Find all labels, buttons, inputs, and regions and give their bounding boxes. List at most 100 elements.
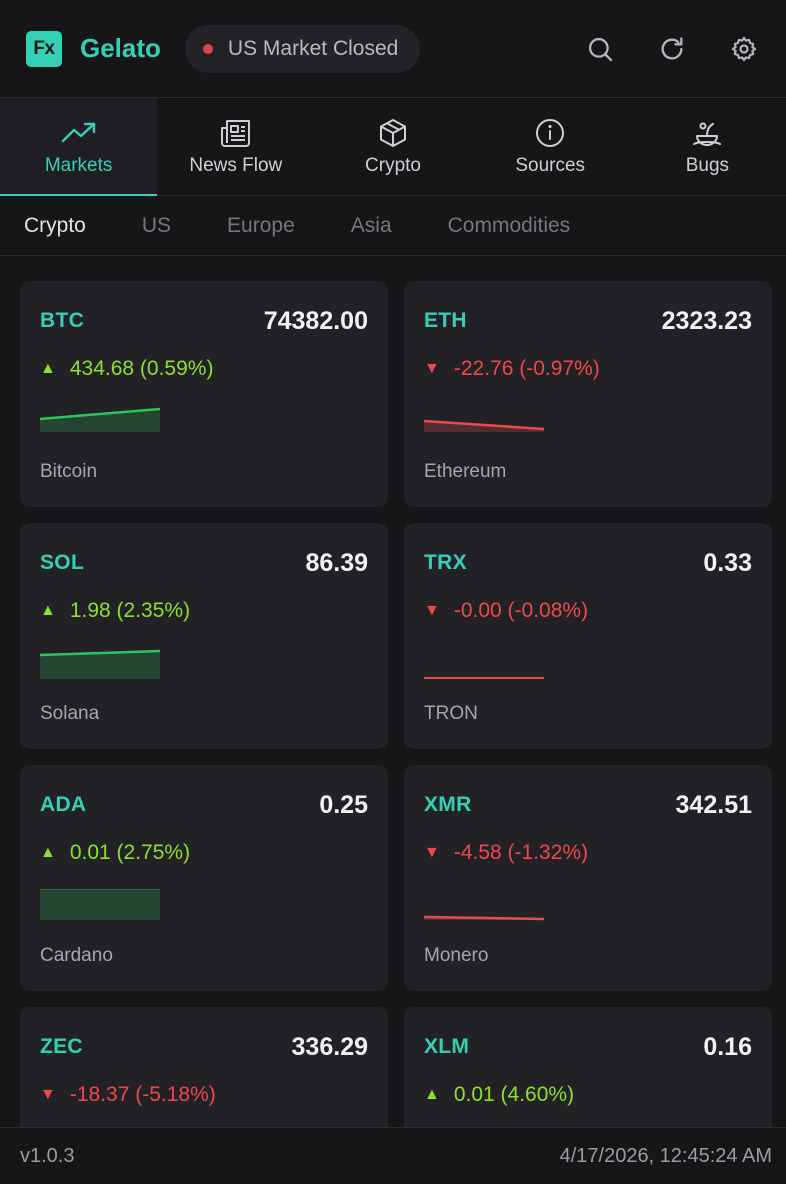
ticker-change: ▼ -22.76 (-0.97%) [424,357,600,381]
ticker-card-xlm[interactable]: XLM 0.16 ▲ 0.01 (4.60%) [404,1007,772,1127]
tab-crypto[interactable]: Crypto [314,98,471,195]
box-icon [380,118,406,147]
arrow-up-icon: ▲ [424,1086,440,1103]
subtab-crypto[interactable]: Crypto [24,213,86,237]
arrow-up-icon: ▲ [40,602,56,619]
refresh-icon [661,36,683,59]
ticker-change: ▼ -18.37 (-5.18%) [40,1083,216,1107]
ticker-name: Monero [424,945,489,966]
gear-icon [731,36,757,61]
tab-crypto-label: Crypto [365,154,421,176]
arrow-down-icon: ▼ [40,1086,56,1103]
sparkline-chart [40,407,160,432]
ticker-symbol: SOL [40,551,85,574]
ticker-symbol: ZEC [40,1035,83,1058]
tab-markets-label: Markets [44,154,113,176]
ticker-change-value: 1.98 (2.35%) [69,599,191,622]
market-status-badge: US Market Closed [184,24,421,73]
arrow-down-icon: ▼ [424,602,440,619]
ticker-change: ▲ 0.01 (2.75%) [40,841,190,865]
tab-markets[interactable]: Markets [0,98,158,196]
subtab-europe[interactable]: Europe [227,213,295,237]
ticker-change-value: -18.37 (-5.18%) [69,1083,216,1106]
sparkline-chart [40,649,160,679]
ticker-price: 86.39 [305,549,368,577]
ticker-price: 2323.23 [661,307,752,335]
ticker-symbol: ADA [40,793,87,816]
ticker-card-eth[interactable]: ETH 2323.23 ▼ -22.76 (-0.97%) Ethereum [404,281,772,507]
market-status-text: US Market Closed [227,36,399,60]
ticker-symbol: XLM [424,1035,470,1058]
region-tabs: Crypto US Europe Asia Commodities [0,196,786,256]
ticker-price: 0.25 [319,791,368,819]
brand-name: Gelato [80,33,161,63]
header-actions [584,33,760,65]
search-button[interactable] [584,33,616,65]
ticker-card-sol[interactable]: SOL 86.39 ▲ 1.98 (2.35%) Solana [20,523,388,749]
refresh-button[interactable] [656,33,688,65]
ticker-card-btc[interactable]: BTC 74382.00 ▲ 434.68 (0.59%) Bitcoin [20,281,388,507]
ticker-change-value: 434.68 (0.59%) [69,357,214,380]
ticker-symbol: ETH [424,309,467,332]
sparkline-chart [424,915,544,921]
bug-icon [693,122,722,146]
tab-bugs-label: Bugs [685,154,730,176]
ticker-price: 336.29 [291,1033,368,1061]
arrow-up-icon: ▲ [40,360,56,377]
ticker-grid: BTC 74382.00 ▲ 434.68 (0.59%) Bitcoin ETH… [20,281,772,1127]
ticker-card-trx[interactable]: TRX 0.33 ▼ -0.00 (-0.08%) TRON [404,523,772,749]
ticker-price: 0.16 [703,1033,752,1061]
newspaper-icon [220,119,250,147]
ticker-symbol: BTC [40,309,85,332]
settings-button[interactable] [728,33,760,65]
ticker-price: 342.51 [675,791,752,819]
main-nav: Markets News Flow Crypto Sources Bugs [0,98,786,196]
app-header: Fx Gelato US Market Closed [0,0,786,98]
subtab-us[interactable]: US [141,213,172,237]
info-icon [536,118,565,147]
ticker-name: Bitcoin [40,461,98,482]
arrow-down-icon: ▼ [424,360,440,377]
ticker-change-value: -0.00 (-0.08%) [453,599,589,622]
ticker-card-ada[interactable]: ADA 0.25 ▲ 0.01 (2.75%) Cardano [20,765,388,991]
subtab-commodities[interactable]: Commodities [447,213,571,237]
ticker-name: Cardano [40,945,113,966]
ticker-change: ▼ -0.00 (-0.08%) [424,599,588,623]
ticker-name: Solana [40,703,100,724]
ticker-symbol: TRX [424,551,467,574]
ticker-symbol: XMR [424,793,472,816]
ticker-name: TRON [424,703,478,724]
ticker-price: 0.33 [703,549,752,577]
ticker-change: ▲ 1.98 (2.35%) [40,599,190,623]
tab-sources-label: Sources [515,154,586,176]
status-footer: v1.0.3 4/17/2026, 12:45:24 AM [0,1127,786,1184]
ticker-change-value: -4.58 (-1.32%) [453,841,589,864]
ticker-change-value: 0.01 (2.75%) [69,841,191,864]
ticker-change: ▲ 0.01 (4.60%) [424,1083,574,1107]
ticker-change: ▲ 434.68 (0.59%) [40,357,213,381]
last-updated-timestamp: 4/17/2026, 12:45:24 AM [559,1144,772,1167]
ticker-price: 74382.00 [263,307,368,335]
app-version: v1.0.3 [20,1144,75,1167]
tab-news-flow-label: News Flow [189,154,283,176]
sparkline-chart [40,889,160,920]
search-icon [588,37,613,61]
sparkline-chart [424,419,544,432]
ticker-change-value: 0.01 (4.60%) [453,1083,575,1106]
ticker-change-value: -22.76 (-0.97%) [453,357,600,380]
trending-up-icon [61,122,95,142]
arrow-down-icon: ▼ [424,844,440,861]
sparkline-chart [424,677,544,679]
app-logo: Fx [26,30,62,67]
ticker-name: Ethereum [424,461,507,482]
tab-bugs[interactable]: Bugs [629,98,786,195]
tab-news-flow[interactable]: News Flow [157,98,314,195]
ticker-card-zec[interactable]: ZEC 336.29 ▼ -18.37 (-5.18%) [20,1007,388,1127]
subtab-asia[interactable]: Asia [350,213,392,237]
ticker-card-xmr[interactable]: XMR 342.51 ▼ -4.58 (-1.32%) Monero [404,765,772,991]
status-dot-icon [202,43,213,54]
ticker-change: ▼ -4.58 (-1.32%) [424,841,588,865]
tab-sources[interactable]: Sources [472,98,629,195]
arrow-up-icon: ▲ [40,844,56,861]
